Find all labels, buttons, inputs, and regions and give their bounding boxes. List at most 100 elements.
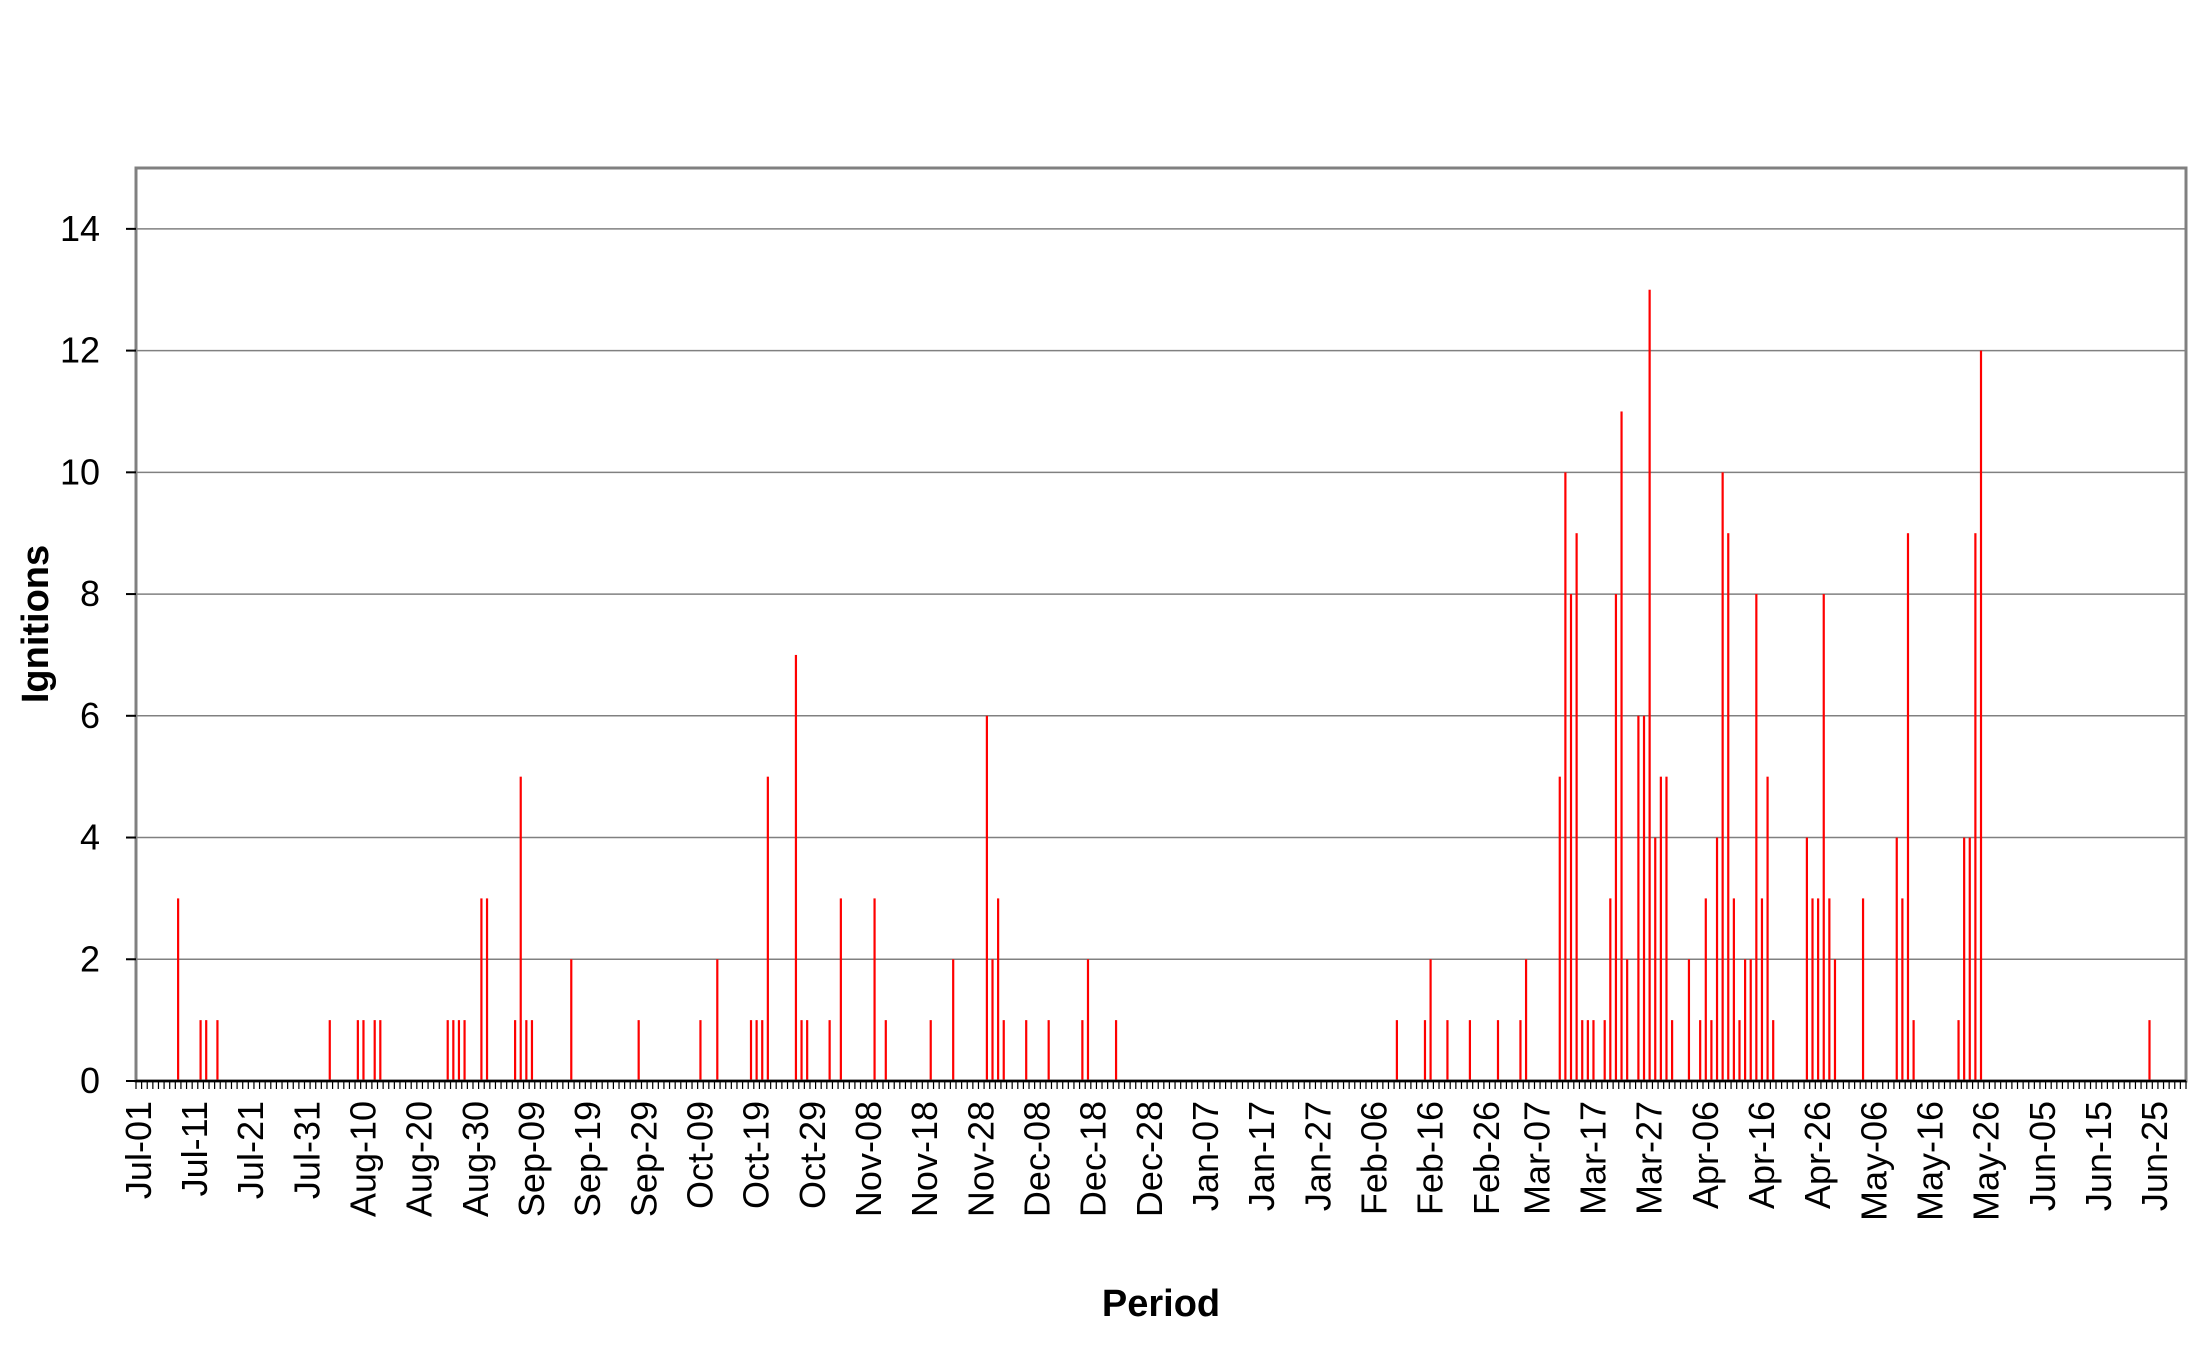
x-tick-label: Nov-18: [904, 1101, 945, 1217]
x-tick-label: May-26: [1966, 1101, 2007, 1221]
bar: [1979, 350, 1983, 1082]
bar: [1558, 776, 1561, 1081]
bar: [1603, 1020, 1606, 1081]
x-tick-label: Sep-09: [511, 1101, 552, 1217]
x-tick-label: Mar-07: [1516, 1101, 1557, 1215]
bar: [1772, 1020, 1775, 1081]
bar: [1687, 959, 1691, 1081]
y-axis-title: Ignitions: [15, 545, 57, 703]
x-tick-label: Jul-21: [230, 1101, 271, 1199]
bar: [485, 898, 489, 1081]
bar: [806, 1020, 809, 1081]
x-tick-label: Feb-06: [1353, 1101, 1394, 1215]
bar: [1519, 1020, 1522, 1081]
bar: [2148, 1020, 2151, 1081]
x-tick-label: Jun-05: [2022, 1101, 2063, 1211]
x-tick-label: Aug-10: [342, 1101, 383, 1217]
bar: [1710, 1020, 1713, 1081]
x-tick-label: Dec-18: [1073, 1101, 1114, 1217]
x-tick-label: Feb-26: [1466, 1101, 1507, 1215]
x-tick-label: Jun-25: [2134, 1101, 2175, 1211]
bar: [480, 898, 483, 1081]
bar: [1468, 1020, 1472, 1081]
bar: [1665, 776, 1668, 1081]
bar: [1766, 776, 1769, 1081]
bar: [1895, 837, 1898, 1081]
bar: [1575, 533, 1578, 1081]
x-tick-label: Sep-29: [623, 1101, 664, 1217]
y-tick-label: 4: [80, 817, 100, 858]
bar: [1086, 959, 1090, 1081]
bar: [1861, 898, 1865, 1081]
bar: [952, 959, 955, 1081]
bar: [884, 1020, 887, 1081]
bar: [1811, 898, 1814, 1081]
bar: [794, 654, 798, 1081]
bar: [1586, 1020, 1589, 1081]
bar: [766, 776, 769, 1081]
y-tick-labels: 0 2 4 6 8 10 12 14: [60, 208, 100, 1101]
bar: [379, 1020, 382, 1081]
gridlines: [136, 228, 2186, 961]
bar: [1749, 959, 1752, 1081]
x-tick-label: Mar-17: [1572, 1101, 1613, 1215]
bar: [997, 898, 1000, 1081]
bar: [1721, 472, 1724, 1081]
x-tick-label: May-16: [1909, 1101, 1950, 1221]
bar: [1901, 898, 1904, 1081]
bar: [1025, 1020, 1028, 1081]
bar: [1423, 1020, 1427, 1081]
bar: [457, 1020, 461, 1081]
bar: [1822, 594, 1825, 1081]
bar: [749, 1020, 753, 1081]
bar: [1974, 533, 1977, 1081]
bar: [1738, 1020, 1741, 1081]
bar: [1637, 715, 1640, 1081]
bar: [1564, 472, 1567, 1081]
bar: [1828, 898, 1831, 1081]
bar: [452, 1020, 455, 1081]
bar: [328, 1020, 331, 1081]
x-tick-label: Mar-27: [1629, 1101, 1670, 1215]
bar: [1906, 533, 1910, 1081]
bar: [1114, 1020, 1118, 1081]
bar: [1609, 898, 1612, 1081]
bar: [1620, 411, 1623, 1081]
bar: [177, 898, 180, 1081]
x-tick-label: Apr-26: [1797, 1101, 1838, 1209]
x-tick-label: Dec-08: [1016, 1101, 1057, 1217]
axes: [126, 227, 2187, 1089]
bar: [1395, 1020, 1398, 1081]
bar: [1727, 533, 1730, 1081]
x-tick-label: Jan-07: [1185, 1101, 1226, 1211]
bar: [1446, 1020, 1449, 1081]
bar: [1524, 959, 1528, 1081]
bar: [1642, 715, 1646, 1081]
bar: [362, 1020, 365, 1081]
x-tick-label: Sep-19: [567, 1101, 608, 1217]
y-tick-label: 8: [80, 573, 100, 614]
bar: [530, 1020, 534, 1081]
x-axis-title: Period: [1102, 1283, 1220, 1325]
bar: [1912, 1020, 1915, 1081]
bar: [1659, 776, 1662, 1081]
bar: [985, 715, 988, 1081]
bar: [991, 959, 994, 1081]
bar: [828, 1020, 831, 1081]
bar: [519, 776, 522, 1081]
bar: [1760, 898, 1764, 1081]
bar: [199, 1020, 202, 1081]
x-tick-label: Jun-15: [2078, 1101, 2119, 1211]
bar: [216, 1020, 219, 1081]
bar: [1732, 898, 1735, 1081]
bar: [1626, 959, 1629, 1081]
bar: [525, 1020, 528, 1081]
bar: [356, 1020, 359, 1081]
y-tick-label: 14: [60, 208, 100, 249]
bar: [1081, 1020, 1084, 1081]
x-tick-label: May-06: [1853, 1101, 1894, 1221]
x-tick-label: Nov-08: [848, 1101, 889, 1217]
y-tick-label: 10: [60, 451, 100, 492]
bar: [1817, 898, 1820, 1081]
